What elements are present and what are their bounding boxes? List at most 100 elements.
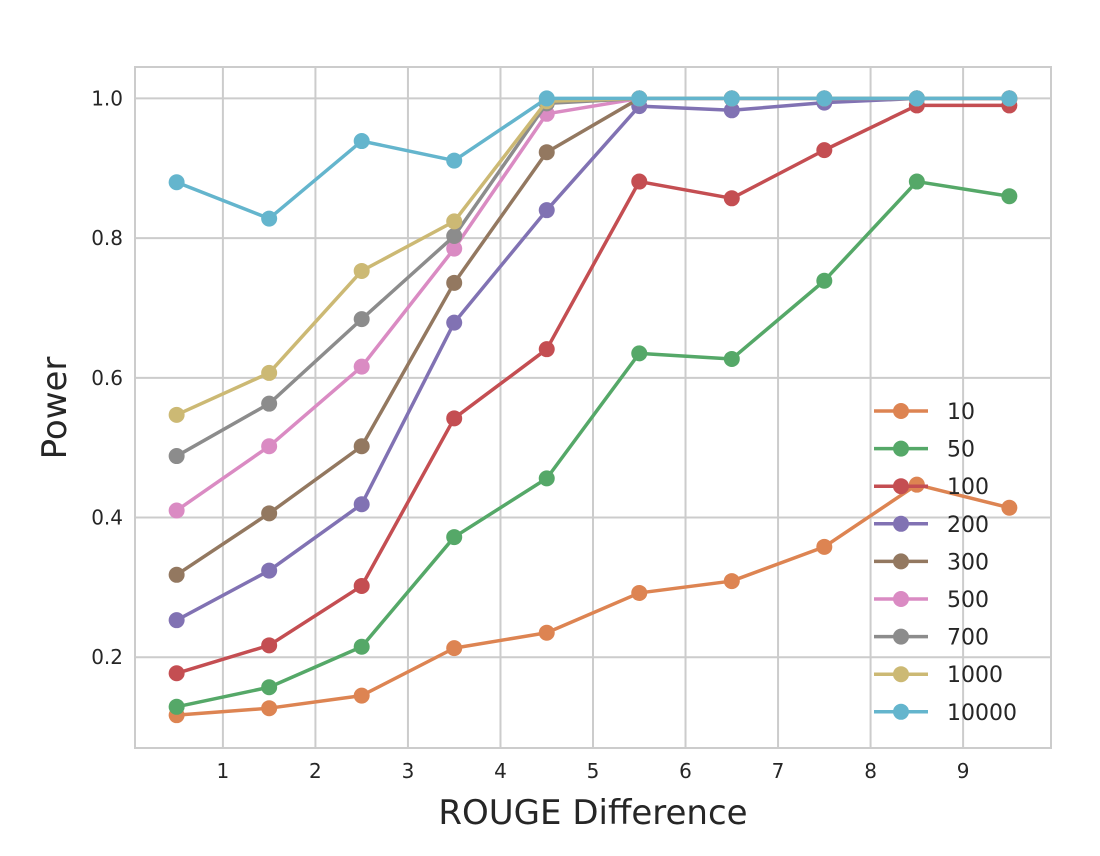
data-point — [631, 90, 648, 107]
legend-label: 10000 — [947, 701, 1017, 726]
legend-marker — [893, 478, 909, 495]
data-point — [446, 213, 463, 230]
data-point — [446, 152, 463, 169]
y-tick-labels: 0.2 0.4 0.6 0.8 1.0 — [91, 86, 123, 669]
data-point — [446, 314, 463, 331]
legend-item-10000: 10000 — [874, 701, 1017, 726]
plot-frame — [134, 66, 1052, 749]
y-tick-label: 0.4 — [91, 506, 123, 530]
x-tick-label: 6 — [679, 759, 692, 783]
legend-item-50: 50 — [874, 438, 975, 463]
x-tick-labels: 1 2 3 4 5 6 7 8 9 — [217, 759, 970, 783]
data-point — [816, 272, 833, 289]
x-tick-label: 9 — [957, 759, 970, 783]
data-point — [723, 350, 740, 367]
series-100 — [168, 97, 1018, 682]
y-tick-label: 0.6 — [91, 366, 123, 390]
y-tick-label: 0.8 — [91, 226, 123, 250]
data-point — [1001, 188, 1018, 205]
series-line-50 — [176, 179, 1010, 709]
series-10000 — [168, 90, 1018, 227]
series-line-10 — [176, 482, 1010, 717]
data-point — [446, 410, 463, 427]
y-tick-label: 0.2 — [91, 645, 123, 669]
data-point — [353, 358, 370, 375]
data-point — [261, 637, 278, 654]
legend-item-1000: 1000 — [874, 663, 1003, 688]
data-point — [538, 624, 555, 641]
legend-marker — [893, 591, 909, 607]
legend-label: 300 — [947, 550, 989, 575]
data-point — [353, 687, 370, 704]
data-point — [168, 502, 185, 519]
data-point — [261, 679, 278, 696]
legend-item-10: 10 — [874, 400, 975, 425]
data-point — [446, 274, 463, 291]
x-tick-label: 1 — [217, 759, 230, 783]
legend-label: 1000 — [947, 663, 1003, 688]
data-point — [723, 573, 740, 590]
data-point — [353, 133, 370, 150]
data-point — [261, 438, 278, 455]
legend: 10 50 100 200 300 500 700 1000 10000 — [874, 400, 1017, 726]
data-point — [261, 364, 278, 381]
data-point — [446, 240, 463, 257]
data-point — [446, 228, 463, 245]
data-point — [538, 144, 555, 161]
data-point — [353, 577, 370, 594]
series-line-10000 — [175, 96, 1010, 221]
data-point — [631, 173, 648, 190]
series-50 — [168, 173, 1018, 715]
x-tick-label: 3 — [402, 759, 415, 783]
data-point — [261, 210, 278, 227]
legend-marker — [893, 440, 909, 457]
legend-label: 200 — [947, 513, 989, 538]
series-group — [168, 90, 1018, 724]
data-point — [353, 638, 370, 655]
x-tick-label: 4 — [494, 759, 507, 783]
legend-marker — [893, 403, 909, 419]
data-point — [723, 190, 740, 207]
legend-marker — [893, 628, 909, 645]
legend-label: 100 — [947, 475, 989, 500]
x-axis-title: ROUGE Difference — [438, 793, 747, 833]
series-line-200 — [175, 96, 1010, 622]
legend-item-300: 300 — [874, 550, 989, 575]
data-point — [168, 448, 185, 465]
data-point — [1001, 499, 1018, 516]
data-point — [631, 345, 648, 362]
data-point — [261, 505, 278, 522]
data-point — [261, 562, 278, 579]
data-point — [261, 700, 278, 717]
legend-marker — [893, 666, 909, 683]
data-point — [723, 102, 740, 119]
data-point — [908, 173, 925, 190]
data-point — [538, 470, 555, 487]
data-point — [538, 202, 555, 219]
x-tick-label: 2 — [309, 759, 322, 783]
data-point — [353, 262, 370, 279]
data-point — [816, 142, 833, 159]
y-axis-title: Power — [35, 357, 75, 460]
legend-item-700: 700 — [874, 626, 989, 651]
legend-item-200: 200 — [874, 513, 989, 538]
data-point — [168, 612, 185, 629]
x-tick-label: 8 — [864, 759, 877, 783]
data-point — [538, 90, 555, 107]
series-line-100 — [176, 103, 1010, 675]
x-tick-label: 7 — [772, 759, 785, 783]
legend-marker — [893, 553, 909, 570]
data-point — [538, 341, 555, 358]
data-point — [168, 566, 185, 583]
data-point — [168, 174, 185, 191]
data-point — [446, 529, 463, 546]
legend-marker — [893, 515, 909, 532]
data-point — [261, 395, 278, 412]
legend-item-500: 500 — [874, 588, 989, 613]
legend-label: 500 — [947, 588, 989, 613]
data-point — [353, 496, 370, 513]
legend-label: 700 — [947, 626, 989, 651]
legend-label: 50 — [947, 438, 975, 463]
